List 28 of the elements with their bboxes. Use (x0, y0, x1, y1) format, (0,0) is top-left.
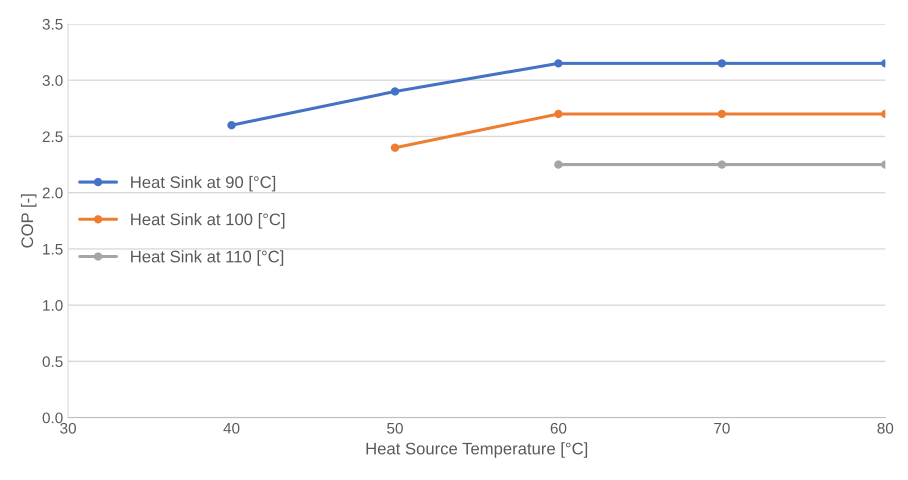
point (554, 110, 563, 118)
y-tick-label: 1.0 (43, 300, 63, 311)
x-tick-label: 80 (877, 422, 894, 434)
y-tick-label: 0.5 (42, 356, 63, 368)
point (554, 59, 563, 68)
legend-label: Heat Sink at 110 [°C] (131, 250, 284, 266)
point (554, 160, 563, 169)
x-axis-title: Heat Source Temperature [°C] (366, 442, 588, 458)
point (718, 160, 726, 169)
y-axis-title: COP [-] (20, 194, 36, 248)
y-tick-label: 1.5 (43, 244, 63, 255)
y-tick-label: 0.0 (42, 412, 63, 424)
x-tick-label: 50 (387, 422, 403, 434)
legend-label: Heat Sink at 90 [°C] (131, 176, 276, 192)
point (227, 121, 236, 130)
y-tick-label: 3.5 (42, 18, 63, 30)
x-tick-label: 40 (223, 422, 240, 434)
point (390, 144, 400, 152)
x-tick-label: 70 (714, 422, 730, 434)
x-tick-label: 60 (550, 422, 566, 434)
point (718, 59, 726, 68)
y-tick-label: 2.0 (42, 188, 63, 198)
x-tick-label: 30 (60, 422, 76, 434)
y-tick-label: 2.5 (42, 131, 63, 142)
point (390, 87, 400, 96)
legend-label: Heat Sink at 100 [°C] (131, 213, 284, 229)
y-tick-label: 3.0 (42, 75, 63, 86)
point (718, 110, 726, 118)
